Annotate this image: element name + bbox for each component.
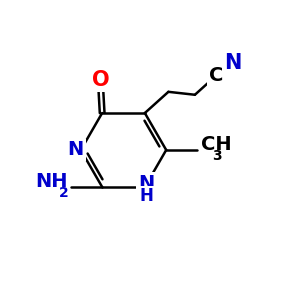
Text: H: H	[140, 187, 153, 205]
Text: CH: CH	[201, 135, 231, 154]
Text: O: O	[92, 70, 110, 90]
Text: N: N	[138, 174, 154, 193]
Text: 3: 3	[212, 149, 221, 164]
Text: N: N	[68, 140, 84, 160]
Text: C: C	[209, 66, 223, 85]
Text: NH: NH	[35, 172, 68, 191]
Text: 2: 2	[58, 187, 68, 200]
Text: N: N	[224, 53, 242, 73]
